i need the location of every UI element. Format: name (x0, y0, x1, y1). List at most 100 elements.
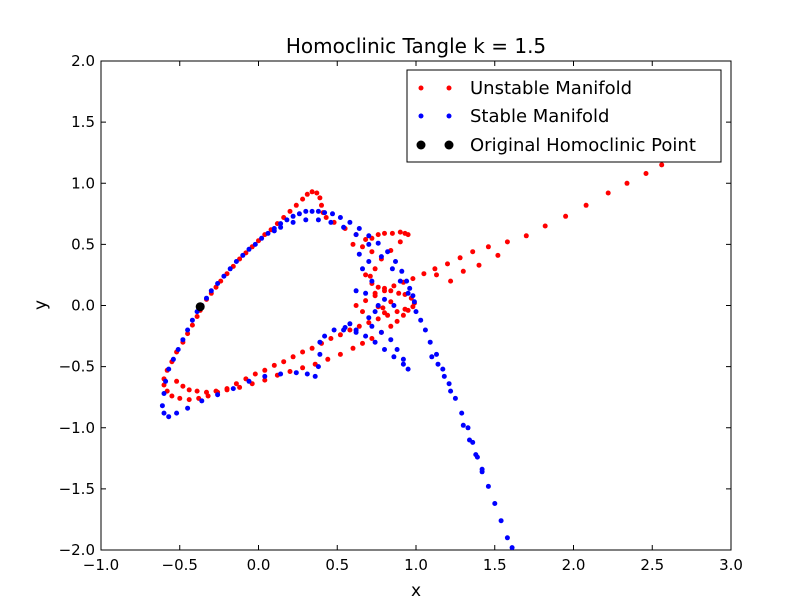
x-axis-label: x (411, 581, 421, 601)
stable-manifold-point (393, 259, 398, 264)
stable-manifold-point (422, 327, 428, 333)
unstable-manifold-point (504, 239, 510, 245)
stable-manifold-point (394, 347, 400, 352)
unstable-manifold-point (177, 395, 183, 401)
x-axis-ticks: −1.0 −0.5 0.0 0.5 1.0 1.5 2.0 2.5 3.0 (83, 61, 743, 574)
legend-label-stable-manifold: Stable Manifold (470, 106, 609, 127)
stable-manifold-point (293, 370, 299, 376)
stable-manifold-point (309, 208, 315, 214)
y-tick-label: 0.0 (71, 297, 95, 315)
stable-manifold-point (353, 288, 359, 294)
unstable-manifold-point (304, 191, 310, 197)
stable-manifold-point (413, 309, 419, 315)
unstable-manifold-point (169, 393, 175, 399)
stable-manifold-point (185, 405, 191, 411)
stable-manifold-point (315, 217, 321, 223)
unstable-manifold-point (476, 262, 482, 268)
stable-manifold-point (405, 366, 411, 372)
stable-manifold-point (446, 381, 452, 387)
unstable-manifold-point (204, 389, 209, 395)
unstable-manifold-point (367, 273, 373, 279)
stable-manifold-point (473, 452, 479, 458)
unstable-manifold-point (309, 345, 315, 351)
stable-manifold-point (441, 373, 447, 379)
unstable-manifold-point (360, 340, 365, 346)
stable-manifold-point (227, 266, 233, 272)
stable-manifold-point (262, 373, 268, 379)
unstable-manifold-point (323, 215, 329, 220)
stable-manifold-point (174, 410, 180, 416)
legend-marker-homoclinic-1 (416, 140, 426, 150)
stable-manifold-point (284, 217, 290, 223)
unstable-manifold-point (421, 271, 427, 277)
stable-manifold-point (204, 295, 209, 301)
unstable-manifold-point (495, 252, 501, 258)
legend-label-original-homoclinic-point: Original Homoclinic Point (470, 135, 696, 156)
unstable-manifold-point (372, 266, 378, 272)
legend-box (406, 69, 722, 163)
stable-manifold-point (330, 211, 335, 217)
stable-manifold-point (366, 241, 372, 247)
unstable-manifold-point (194, 314, 200, 319)
stable-manifold-point (360, 266, 365, 272)
x-tick-label: −0.5 (162, 556, 198, 574)
unstable-manifold-point (281, 359, 287, 365)
unstable-manifold-point (337, 351, 343, 357)
unstable-manifold-point (293, 202, 299, 208)
stable-manifold-point (208, 288, 214, 294)
unstable-manifold-point (375, 284, 381, 290)
stable-manifold-point (382, 347, 387, 352)
y-tick-label: −1.5 (59, 480, 95, 498)
unstable-manifold-point (363, 272, 369, 278)
stable-manifold-point (317, 351, 323, 357)
unstable-manifold-point (186, 397, 192, 403)
y-tick-label: −2.0 (59, 541, 95, 559)
unstable-manifold-point (583, 202, 589, 208)
stable-manifold-point (388, 337, 394, 343)
unstable-manifold-point (347, 327, 353, 333)
unstable-manifold-point (252, 371, 258, 377)
stable-manifold-point (337, 215, 343, 220)
unstable-manifold-point (396, 290, 402, 296)
chart-title: Homoclinic Tangle k = 1.5 (286, 34, 546, 58)
stable-manifold-point (246, 378, 252, 384)
legend: Unstable Manifold Stable Manifold Origin… (406, 69, 722, 163)
unstable-manifold-point (262, 377, 268, 383)
unstable-manifold-point (369, 336, 375, 341)
stable-manifold-point (278, 221, 284, 227)
unstable-manifold-point (186, 387, 192, 393)
stable-manifold-point (375, 240, 381, 246)
unstable-manifold-point (314, 190, 320, 196)
stable-manifold-point (265, 230, 271, 236)
unstable-manifold-point (643, 171, 649, 176)
unstable-manifold-point (432, 266, 438, 272)
stable-manifold-point (296, 211, 302, 217)
stable-manifold-point (356, 226, 362, 231)
stable-manifold-point (418, 317, 424, 323)
stable-manifold-point (356, 251, 362, 257)
unstable-manifold-point (382, 310, 387, 316)
stable-manifold-point (331, 327, 337, 333)
unstable-manifold-point (448, 278, 454, 284)
y-axis-label: y (31, 300, 51, 310)
stable-manifold-point (304, 371, 310, 377)
stable-manifold-point (278, 224, 284, 230)
unstable-manifold-point (605, 190, 611, 196)
stable-manifold-point (366, 315, 372, 321)
unstable-manifold-point (194, 388, 200, 394)
stable-manifold-point (369, 278, 375, 284)
stable-manifold-point (185, 327, 191, 333)
stable-manifold-point (391, 354, 397, 360)
stable-manifold-point (385, 249, 391, 255)
stable-manifold-point (161, 410, 167, 416)
stable-manifold-point (452, 395, 458, 401)
unstable-manifold-point (290, 354, 296, 360)
legend-item-unstable-manifold: Unstable Manifold (418, 78, 632, 99)
unstable-manifold-point (542, 223, 548, 229)
x-tick-label: 0.0 (247, 556, 271, 574)
stable-manifold-point (328, 219, 334, 225)
y-tick-label: 1.0 (71, 174, 95, 192)
unstable-manifold-point (360, 309, 365, 315)
stable-manifold-point (175, 347, 181, 352)
